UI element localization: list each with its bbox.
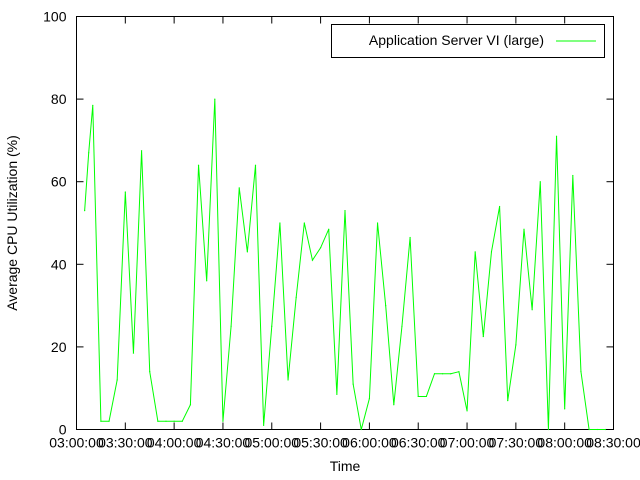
data-point (588, 428, 590, 431)
data-point (507, 399, 509, 402)
data-point (596, 428, 598, 431)
data-point (564, 408, 566, 410)
plot-frame (76, 16, 614, 430)
data-point (140, 150, 143, 152)
x-tick-label: 07:00:00 (440, 435, 495, 451)
data-point (433, 373, 436, 375)
y-axis-ticks: 0 20 40 60 80 100 (43, 9, 614, 438)
x-tick-label: 08:00:00 (537, 435, 592, 451)
data-point (88, 152, 90, 154)
data-point (466, 410, 468, 412)
data-point (287, 379, 289, 381)
data-point (271, 325, 273, 327)
x-tick-label: 06:30:00 (391, 435, 446, 451)
data-point (254, 164, 257, 166)
series-line (84, 99, 606, 430)
data-point (401, 325, 403, 327)
data-point (580, 371, 582, 373)
data-point (360, 428, 362, 431)
data-point (417, 395, 419, 398)
data-point (604, 428, 606, 431)
data-point (189, 404, 192, 406)
data-point (344, 210, 346, 212)
x-tick-label: 06:00:00 (342, 435, 397, 451)
data-point (482, 335, 484, 338)
data-point (84, 210, 86, 212)
data-point (165, 420, 167, 422)
data-point (246, 251, 248, 253)
legend-label: Application Server VI (large) (369, 32, 544, 48)
data-point (442, 373, 444, 375)
x-tick-label: 03:30:00 (98, 435, 153, 451)
x-tick-label: 04:30:00 (196, 435, 251, 451)
data-point (523, 228, 525, 230)
data-point (319, 247, 322, 249)
data-point (352, 383, 354, 385)
y-tick-label: 0 (59, 422, 67, 438)
data-point (132, 352, 135, 354)
data-point (230, 325, 232, 327)
data-point (157, 420, 159, 422)
y-tick-label: 40 (51, 256, 67, 272)
data-point (572, 174, 574, 177)
data-point (238, 187, 240, 189)
legend: Application Server VI (large) (331, 24, 605, 58)
data-point (393, 404, 395, 406)
y-tick-label: 60 (51, 174, 67, 190)
data-point (385, 305, 387, 307)
data-point (328, 228, 330, 230)
data-point (263, 424, 265, 426)
data-point (116, 379, 118, 381)
data-point (108, 420, 110, 422)
x-tick-label: 05:00:00 (245, 435, 300, 451)
data-point (515, 344, 517, 346)
data-point (498, 205, 501, 208)
data-point (336, 393, 338, 395)
data-point (279, 222, 281, 224)
x-tick-label: 08:30:00 (586, 435, 640, 451)
data-point (555, 135, 558, 137)
data-point (450, 373, 452, 375)
data-point (173, 420, 175, 422)
y-tick-label: 100 (43, 9, 67, 25)
data-point (206, 280, 208, 282)
data-point (458, 371, 460, 373)
data-point (197, 164, 200, 166)
data-point (100, 420, 102, 422)
data-point (490, 251, 493, 253)
x-axis-ticks: 03:00:0003:30:0004:00:0004:30:0005:00:00… (49, 16, 640, 451)
data-point (539, 181, 541, 183)
data-point (181, 420, 183, 422)
data-point (531, 309, 533, 311)
data-point (214, 98, 216, 100)
data-point (124, 191, 126, 193)
y-tick-label: 80 (51, 91, 67, 107)
data-point (409, 236, 411, 239)
x-tick-label: 04:00:00 (147, 435, 202, 451)
data-point (474, 251, 476, 253)
x-tick-label: 05:30:00 (293, 435, 348, 451)
data-point (303, 222, 305, 224)
data-point (376, 222, 379, 224)
series-layer (84, 98, 606, 431)
y-tick-label: 20 (51, 339, 67, 355)
data-point (295, 296, 297, 298)
data-point (311, 259, 314, 261)
data-point (222, 420, 224, 422)
data-point (547, 428, 550, 431)
x-tick-label: 07:30:00 (489, 435, 544, 451)
data-point (149, 371, 151, 373)
x-axis-title: Time (330, 458, 361, 474)
data-point (368, 397, 371, 400)
data-point (92, 104, 94, 106)
x-tick-label: 03:00:00 (49, 435, 104, 451)
y-axis-title: Average CPU Utilization (%) (4, 135, 20, 311)
data-point (425, 395, 427, 398)
